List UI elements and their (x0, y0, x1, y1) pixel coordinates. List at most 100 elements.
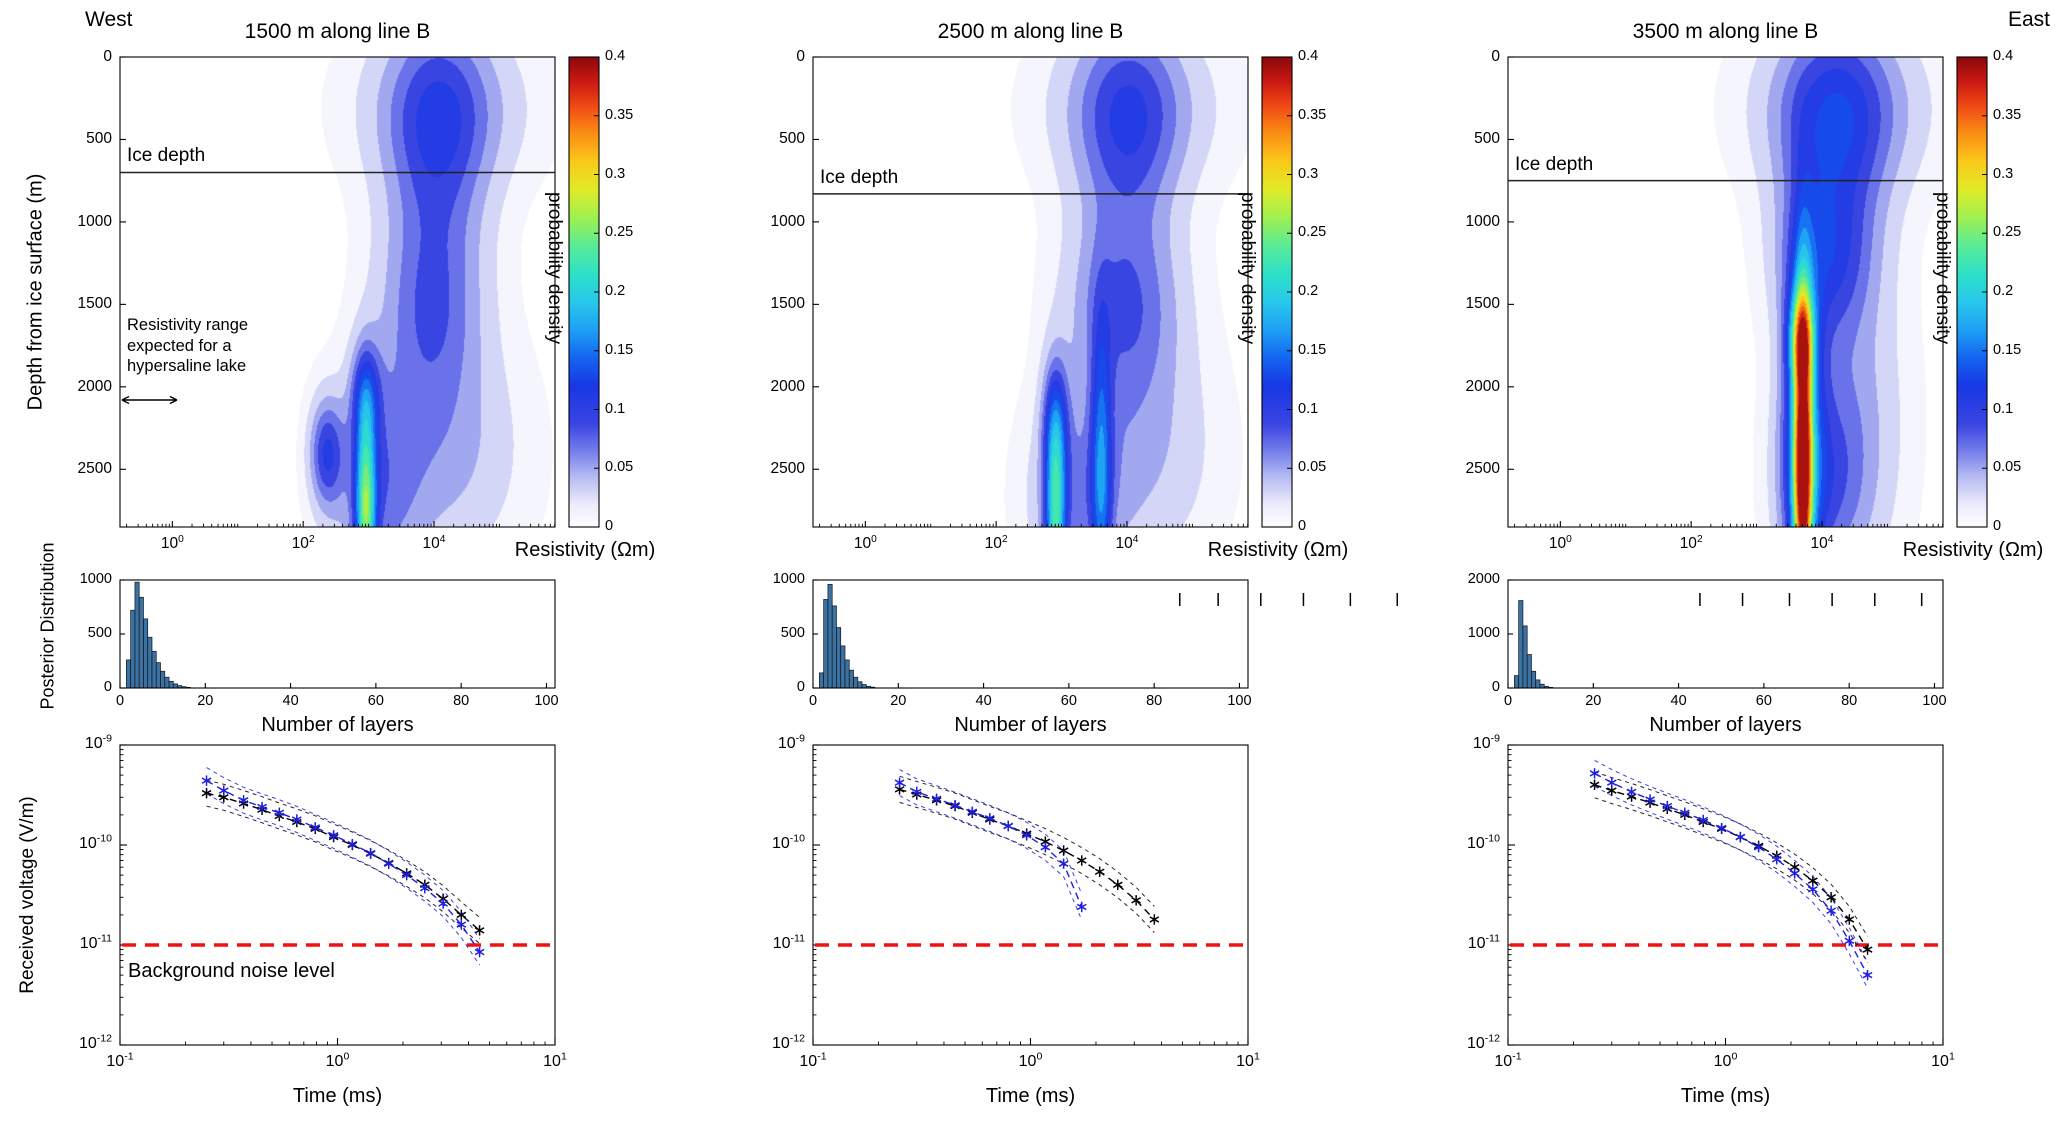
colorbar-tick-2: 0.1 (1993, 400, 2014, 417)
decay-2 (1507, 744, 1944, 1046)
hist-bar (155, 662, 161, 689)
hist-bar (840, 645, 846, 689)
contour-xtick-0: 104 (422, 533, 446, 552)
colorbar-tick-2: 0.3 (1993, 165, 2014, 182)
colorbar-tick-0: 0.35 (605, 106, 634, 123)
hist-xtick-0: 40 (282, 693, 299, 709)
colorbar-tick-2: 0.15 (1993, 341, 2022, 358)
hist-bar (126, 659, 132, 689)
colorbar-tick-0: 0.15 (605, 341, 634, 358)
hist-bar (848, 669, 854, 689)
contour-ytick-1: 500 (779, 130, 805, 148)
hist-ytick-2: 0 (1491, 679, 1500, 695)
hist-bar (853, 676, 859, 689)
hist-xtick-2: 20 (1585, 693, 1602, 709)
contour-ytick-0: 2000 (77, 377, 112, 395)
colorbar-tick-1: 0.2 (1298, 283, 1319, 299)
hist-xtick-0: 100 (534, 693, 559, 709)
colorbar-tick-2: 0.05 (1993, 459, 2022, 476)
colorbar-tick-1: 0.4 (1298, 48, 1319, 64)
decay-xtick-1: 10-1 (799, 1050, 827, 1070)
colorbar-tick-2: 0.35 (1993, 106, 2022, 123)
contour-ytick-0: 1000 (77, 212, 112, 230)
resistivity-axis-label-2: Resistivity (Ωm) (1902, 539, 2044, 561)
hist-xtick-0: 60 (367, 693, 384, 709)
colorbar-label-1: probability density (1237, 192, 1258, 345)
hist-bar (1522, 625, 1528, 689)
hist-ytick-0: 500 (87, 625, 112, 641)
hist-xtick-0: 20 (197, 693, 214, 709)
ice-depth-label-0: Ice depth (127, 145, 206, 167)
decay-1 (812, 744, 1249, 1046)
colorbar-tick-0: 0.05 (605, 459, 634, 476)
hist-bar (1514, 675, 1520, 689)
contour-xtick-0: 100 (160, 533, 184, 552)
time-axis-label-2: Time (ms) (1680, 1085, 1771, 1107)
layers-axis-label-1: Number of layers (954, 714, 1107, 736)
colorbar-tick-2: 0 (1993, 518, 2002, 534)
decay-ytick-0: 10-10 (78, 832, 112, 852)
colorbar-label-0: probability density (544, 192, 565, 345)
time-axis-label-1: Time (ms) (985, 1085, 1076, 1107)
hist-bar (831, 605, 837, 689)
hypersaline-lake-annotation: Resistivity range expected for a hypersa… (127, 316, 249, 376)
colorbar-tick-1: 0.35 (1298, 106, 1327, 123)
hist-bar (1548, 687, 1554, 689)
decay-xtick-2: 10-1 (1494, 1050, 1522, 1070)
contour-xtick-1: 102 (984, 533, 1008, 552)
hist-bar (168, 680, 174, 689)
decay-ytick-1: 10-9 (777, 732, 805, 752)
hist-bar (819, 672, 825, 689)
decay-xtick-2: 101 (1931, 1050, 1955, 1070)
hist-bar (1543, 686, 1549, 689)
colorbar-tick-0: 0.3 (605, 165, 626, 182)
background-noise-label: Background noise level (128, 960, 335, 982)
hist-bar (1539, 683, 1545, 689)
decay-xtick-0: 101 (543, 1050, 567, 1070)
hist-xtick-2: 100 (1922, 693, 1947, 709)
decay-xtick-2: 100 (1713, 1050, 1738, 1070)
hist-xtick-1: 60 (1060, 693, 1077, 709)
voltage-axis-label: Received voltage (V/m) (17, 796, 38, 994)
colorbar-label-2: probability density (1932, 192, 1953, 345)
decay-ytick-0: 10-11 (79, 932, 112, 952)
hist-ytick-1: 1000 (772, 571, 805, 587)
panel-title-2: 3500 m along line B (1632, 20, 1819, 43)
hist-bar (1535, 679, 1541, 689)
decay-xtick-1: 100 (1018, 1050, 1043, 1070)
colorbar-tick-1: 0.15 (1298, 341, 1327, 358)
contour-plot-canvas-1 (813, 57, 1248, 527)
hist-bar (870, 686, 876, 689)
decay-ytick-0: 10-12 (78, 1032, 112, 1052)
colorbar-canvas-2 (1957, 57, 1987, 527)
hist-xtick-1: 80 (1146, 693, 1163, 709)
resistivity-axis-label-1: Resistivity (Ωm) (1207, 539, 1349, 561)
hist-bar (844, 659, 850, 689)
colorbar-tick-1: 0.25 (1298, 224, 1327, 241)
hist-xtick-1: 20 (890, 693, 907, 709)
contour-ytick-2: 2000 (1465, 377, 1500, 395)
hist-bar (138, 596, 144, 689)
resistivity-axis-label-0: Resistivity (Ωm) (514, 539, 656, 561)
colorbar-tick-0: 0 (605, 518, 614, 534)
contour-ytick-0: 2500 (77, 460, 112, 478)
hist-xtick-2: 60 (1755, 693, 1772, 709)
hist-xtick-1: 100 (1227, 693, 1252, 709)
hist-bar (857, 681, 863, 689)
hist-bar (172, 683, 178, 689)
decay-ytick-1: 10-12 (771, 1032, 805, 1052)
contour-xtick-2: 100 (1548, 533, 1572, 552)
contour-ytick-2: 1000 (1465, 212, 1500, 230)
contour-ytick-1: 1500 (770, 295, 805, 313)
decay-xtick-0: 100 (325, 1050, 350, 1070)
decay-ytick-0: 10-9 (84, 732, 112, 752)
hist-ytick-1: 500 (780, 625, 805, 641)
contour-xtick-0: 102 (291, 533, 315, 552)
contour-xtick-1: 100 (853, 533, 877, 552)
colorbar-canvas-0 (569, 57, 599, 527)
decay-ytick-1: 10-10 (771, 832, 805, 852)
colorbar-tick-1: 0.3 (1298, 165, 1319, 182)
contour-ytick-1: 0 (796, 48, 805, 65)
hist-xtick-2: 0 (1503, 693, 1513, 709)
